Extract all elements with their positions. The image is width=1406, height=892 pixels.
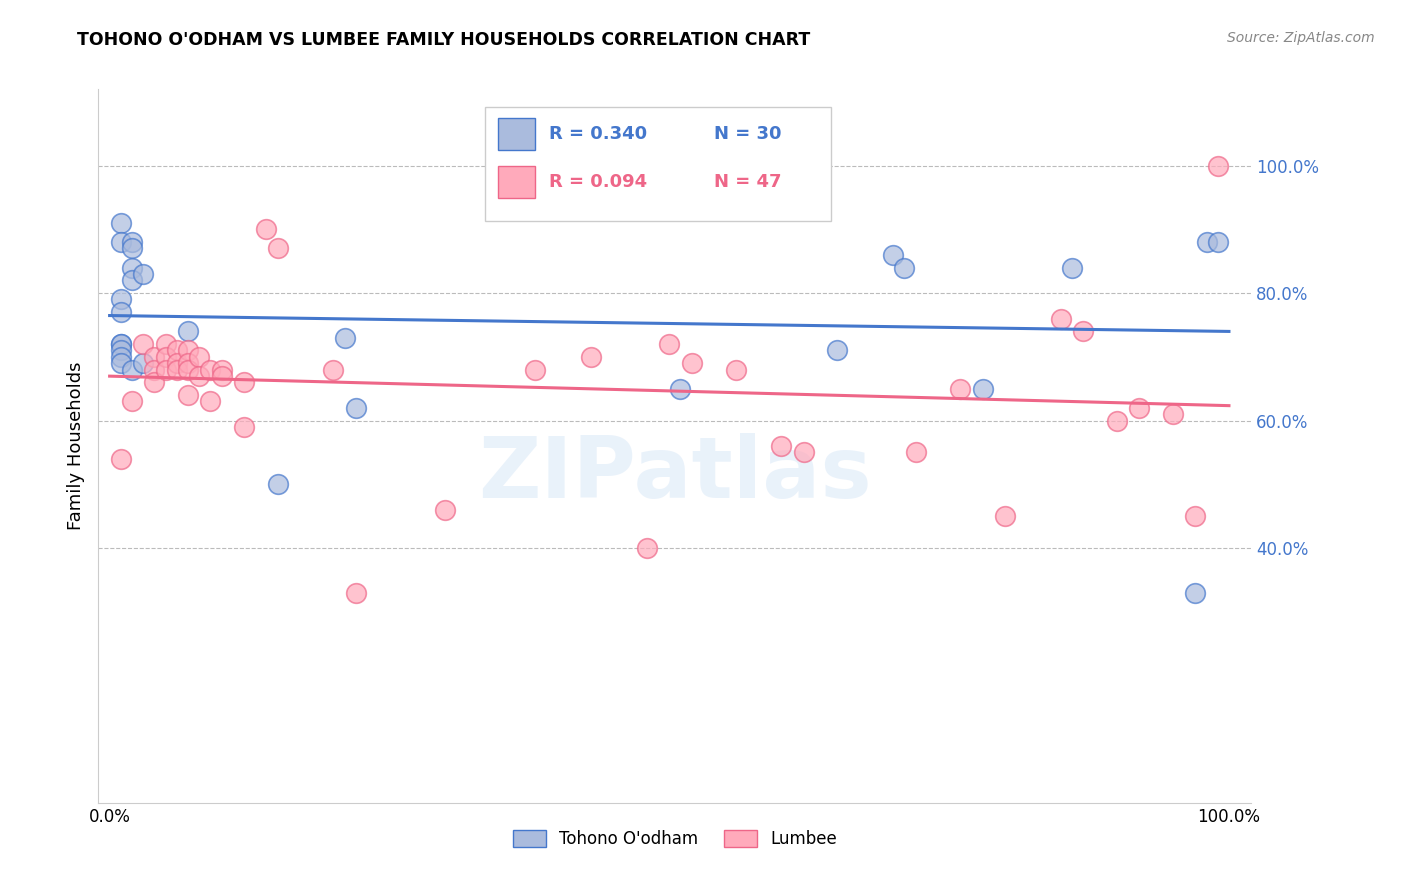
Point (188, 368, 211, 383)
Point (994, 509, 1017, 524)
Point (1105, 413, 1128, 427)
Point (121, 242, 143, 256)
Point (155, 337, 177, 351)
FancyBboxPatch shape (499, 166, 536, 198)
Point (155, 350, 177, 364)
Point (658, 337, 681, 351)
Point (177, 343, 200, 358)
FancyBboxPatch shape (485, 107, 831, 221)
Point (1073, 324, 1095, 338)
Point (904, 445, 927, 459)
Point (132, 337, 155, 351)
Point (770, 439, 793, 453)
Point (669, 382, 692, 396)
Point (121, 260, 143, 275)
Point (636, 541, 658, 555)
Point (166, 362, 188, 376)
Point (110, 216, 132, 230)
Point (793, 445, 815, 459)
Point (110, 235, 132, 249)
Point (825, 343, 848, 358)
Point (579, 350, 602, 364)
Point (1206, 235, 1229, 249)
Text: N = 30: N = 30 (714, 125, 782, 143)
Point (110, 293, 132, 307)
Point (166, 356, 188, 370)
Point (110, 451, 132, 466)
Point (434, 502, 457, 516)
Y-axis label: Family Households: Family Households (66, 362, 84, 530)
Point (232, 376, 254, 390)
Point (155, 362, 177, 376)
Point (893, 260, 915, 275)
Point (143, 362, 166, 376)
Point (143, 376, 166, 390)
Point (121, 273, 143, 287)
Point (344, 585, 367, 599)
FancyBboxPatch shape (499, 118, 536, 150)
Point (972, 382, 994, 396)
Text: N = 47: N = 47 (714, 173, 782, 191)
Text: Source: ZipAtlas.com: Source: ZipAtlas.com (1227, 31, 1375, 45)
Text: R = 0.094: R = 0.094 (550, 173, 647, 191)
Point (1062, 260, 1084, 275)
Point (1128, 401, 1150, 415)
Point (1184, 509, 1206, 524)
Point (200, 362, 222, 376)
Point (523, 362, 546, 376)
Point (143, 350, 166, 364)
Point (110, 343, 132, 358)
Point (1050, 311, 1073, 326)
Point (1184, 585, 1206, 599)
Point (725, 362, 748, 376)
Point (121, 362, 143, 376)
Point (882, 248, 904, 262)
Point (177, 388, 200, 402)
Point (166, 343, 188, 358)
Point (110, 350, 132, 364)
Point (636, 159, 658, 173)
Point (344, 401, 367, 415)
Point (322, 362, 344, 376)
Point (266, 477, 288, 491)
Point (110, 356, 132, 370)
Point (110, 337, 132, 351)
Point (177, 324, 200, 338)
Point (110, 337, 132, 351)
Text: R = 0.340: R = 0.340 (550, 125, 647, 143)
Point (232, 420, 254, 434)
Point (121, 235, 143, 249)
Text: ZIPatlas: ZIPatlas (478, 433, 872, 516)
Text: TOHONO O'ODHAM VS LUMBEE FAMILY HOUSEHOLDS CORRELATION CHART: TOHONO O'ODHAM VS LUMBEE FAMILY HOUSEHOL… (77, 31, 811, 49)
Point (110, 305, 132, 319)
Point (132, 267, 155, 281)
Point (266, 242, 288, 256)
Point (254, 222, 277, 236)
Point (177, 356, 200, 370)
Point (200, 394, 222, 409)
Point (1206, 159, 1229, 173)
Point (188, 350, 211, 364)
Point (333, 331, 356, 345)
Point (949, 382, 972, 396)
Point (121, 394, 143, 409)
Point (177, 362, 200, 376)
Point (211, 368, 233, 383)
Point (132, 356, 155, 370)
Point (1161, 407, 1184, 421)
Legend: Tohono O'odham, Lumbee: Tohono O'odham, Lumbee (506, 823, 844, 855)
Point (681, 356, 703, 370)
Point (211, 362, 233, 376)
Point (1195, 235, 1218, 249)
